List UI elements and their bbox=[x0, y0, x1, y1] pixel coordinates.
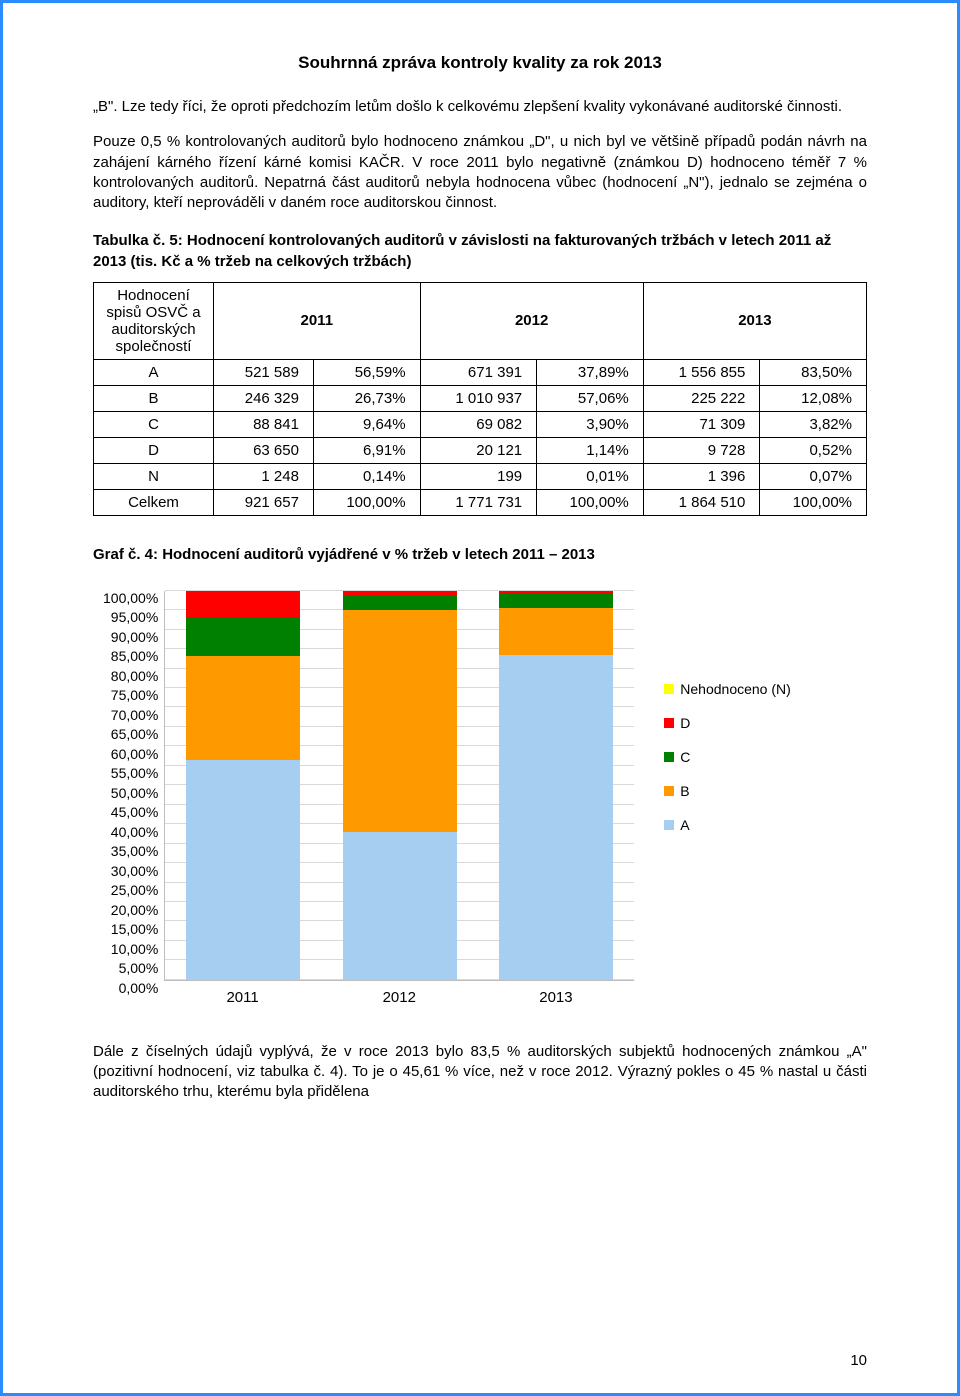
table-cell: 37,89% bbox=[537, 359, 644, 385]
table-cell: 56,59% bbox=[313, 359, 420, 385]
chart-bar-segment bbox=[343, 610, 457, 832]
chart-caption: Graf č. 4: Hodnocení auditorů vyjádřené … bbox=[93, 546, 867, 563]
legend-item: Nehodnoceno (N) bbox=[664, 681, 791, 697]
table-header-year: 2011 bbox=[214, 282, 421, 359]
table-header-year: 2013 bbox=[643, 282, 866, 359]
chart-bar-segment bbox=[186, 760, 300, 980]
page-number: 10 bbox=[850, 1352, 867, 1369]
table-row-label: C bbox=[94, 411, 214, 437]
table-row: D63 6506,91%20 1211,14%9 7280,52% bbox=[94, 437, 867, 463]
table-cell: 1 248 bbox=[214, 463, 314, 489]
table-cell: 9,64% bbox=[313, 411, 420, 437]
legend-item: A bbox=[664, 817, 791, 833]
table-cell: 100,00% bbox=[760, 489, 867, 515]
legend-label: C bbox=[680, 749, 690, 765]
table-cell: 671 391 bbox=[420, 359, 537, 385]
table-row-label: A bbox=[94, 359, 214, 385]
table-row-label: Celkem bbox=[94, 489, 214, 515]
table-cell: 521 589 bbox=[214, 359, 314, 385]
table-cell: 100,00% bbox=[537, 489, 644, 515]
table-cell: 246 329 bbox=[214, 385, 314, 411]
table-cell: 88 841 bbox=[214, 411, 314, 437]
table-cell: 1 396 bbox=[643, 463, 760, 489]
table-cell: 1 771 731 bbox=[420, 489, 537, 515]
chart-plot-area bbox=[164, 591, 634, 981]
data-table: Hodnocení spisů OSVČ a auditorských spol… bbox=[93, 282, 867, 516]
table-cell: 0,14% bbox=[313, 463, 420, 489]
table-cell: 3,90% bbox=[537, 411, 644, 437]
chart-bar bbox=[343, 591, 457, 980]
table-row-label: D bbox=[94, 437, 214, 463]
table-row-label: N bbox=[94, 463, 214, 489]
paragraph: „B". Lze tedy říci, že oproti předchozím… bbox=[93, 97, 867, 117]
legend-swatch bbox=[664, 786, 674, 796]
table-cell: 26,73% bbox=[313, 385, 420, 411]
table-cell: 63 650 bbox=[214, 437, 314, 463]
table-cell: 71 309 bbox=[643, 411, 760, 437]
chart-bar-segment bbox=[186, 618, 300, 655]
table-cell: 0,07% bbox=[760, 463, 867, 489]
table-cell: 1 010 937 bbox=[420, 385, 537, 411]
legend-swatch bbox=[664, 752, 674, 762]
chart-bar bbox=[499, 591, 613, 980]
table-cell: 69 082 bbox=[420, 411, 537, 437]
legend-item: B bbox=[664, 783, 791, 799]
table-cell: 57,06% bbox=[537, 385, 644, 411]
chart-bar-segment bbox=[499, 655, 613, 980]
legend-swatch bbox=[664, 684, 674, 694]
chart-x-tick: 2013 bbox=[499, 989, 613, 1006]
table-row: A521 58956,59%671 39137,89%1 556 85583,5… bbox=[94, 359, 867, 385]
table-row: C88 8419,64%69 0823,90%71 3093,82% bbox=[94, 411, 867, 437]
table-cell: 12,08% bbox=[760, 385, 867, 411]
legend-swatch bbox=[664, 820, 674, 830]
legend-item: C bbox=[664, 749, 791, 765]
table-cell: 1 864 510 bbox=[643, 489, 760, 515]
chart-x-tick: 2012 bbox=[342, 989, 456, 1006]
legend-label: D bbox=[680, 715, 690, 731]
chart-bar-segment bbox=[186, 656, 300, 760]
chart-bar-segment bbox=[343, 595, 457, 610]
table-cell: 1,14% bbox=[537, 437, 644, 463]
document-title: Souhrnná zpráva kontroly kvality za rok … bbox=[93, 53, 867, 73]
chart-bar-segment bbox=[343, 832, 457, 979]
chart-bar bbox=[186, 591, 300, 980]
legend-label: A bbox=[680, 817, 689, 833]
table-cell: 20 121 bbox=[420, 437, 537, 463]
table-cell: 9 728 bbox=[643, 437, 760, 463]
legend-swatch bbox=[664, 718, 674, 728]
table-header-year: 2012 bbox=[420, 282, 643, 359]
table-header-left: Hodnocení spisů OSVČ a auditorských spol… bbox=[94, 282, 214, 359]
table-cell: 83,50% bbox=[760, 359, 867, 385]
table-cell: 225 222 bbox=[643, 385, 760, 411]
table-cell: 0,52% bbox=[760, 437, 867, 463]
chart-legend: Nehodnoceno (N) D C B A bbox=[664, 681, 791, 1006]
table-cell: 1 556 855 bbox=[643, 359, 760, 385]
table-cell: 6,91% bbox=[313, 437, 420, 463]
table-cell: 100,00% bbox=[313, 489, 420, 515]
paragraph: Dále z číselných údajů vyplývá, že v roc… bbox=[93, 1042, 867, 1103]
legend-label: Nehodnoceno (N) bbox=[680, 681, 791, 697]
chart-bar-segment bbox=[499, 608, 613, 655]
table-caption: Tabulka č. 5: Hodnocení kontrolovaných a… bbox=[93, 231, 867, 272]
table-row: N1 2480,14%1990,01%1 3960,07% bbox=[94, 463, 867, 489]
table-row: B246 32926,73%1 010 93757,06%225 22212,0… bbox=[94, 385, 867, 411]
table-row-label: B bbox=[94, 385, 214, 411]
chart-bar-segment bbox=[499, 593, 613, 608]
chart-y-axis: 100,00%95,00%90,00%85,00%80,00%75,00%70,… bbox=[103, 591, 164, 981]
table-row: Celkem921 657100,00%1 771 731100,00%1 86… bbox=[94, 489, 867, 515]
table-cell: 0,01% bbox=[537, 463, 644, 489]
chart-bar-segment bbox=[186, 591, 300, 618]
chart-x-axis: 2011 2012 2013 bbox=[164, 989, 634, 1006]
legend-label: B bbox=[680, 783, 689, 799]
stacked-bar-chart: 100,00%95,00%90,00%85,00%80,00%75,00%70,… bbox=[103, 591, 867, 1006]
paragraph: Pouze 0,5 % kontrolovaných auditorů bylo… bbox=[93, 132, 867, 213]
page: Souhrnná zpráva kontroly kvality za rok … bbox=[0, 0, 960, 1396]
chart-x-tick: 2011 bbox=[186, 989, 300, 1006]
table-cell: 921 657 bbox=[214, 489, 314, 515]
legend-item: D bbox=[664, 715, 791, 731]
table-cell: 199 bbox=[420, 463, 537, 489]
table-cell: 3,82% bbox=[760, 411, 867, 437]
